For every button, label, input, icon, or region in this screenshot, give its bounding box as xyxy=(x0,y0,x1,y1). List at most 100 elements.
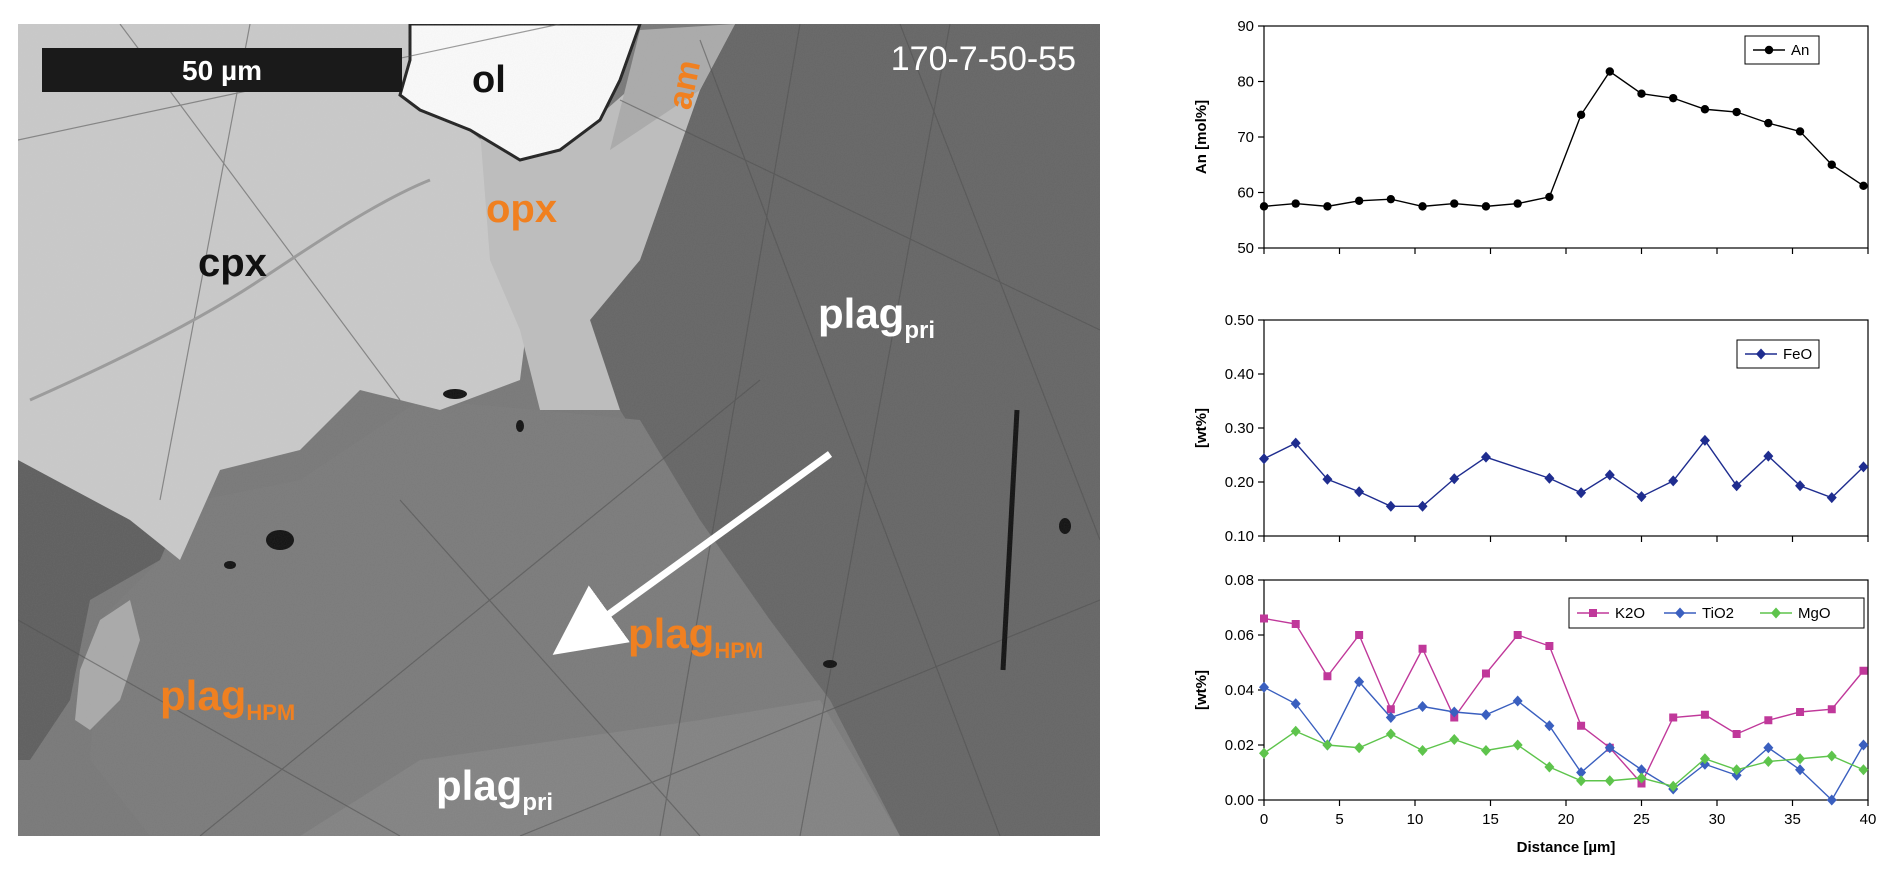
data-point-mgo xyxy=(1636,772,1647,784)
data-point-mgo xyxy=(1668,780,1679,792)
data-point-mgo xyxy=(1290,725,1301,737)
data-point-an xyxy=(1732,107,1741,117)
data-point-an xyxy=(1291,199,1300,208)
data-point-feo xyxy=(1636,491,1647,503)
data-point-tio2 xyxy=(1480,709,1491,721)
data-point-mgo xyxy=(1731,764,1742,776)
data-point-feo xyxy=(1604,469,1615,481)
micrograph-texture xyxy=(18,24,1100,836)
label-ol: ol xyxy=(472,59,506,101)
y-tick-label: 0.02 xyxy=(1225,737,1254,754)
data-point-k2o xyxy=(1545,642,1554,650)
data-point-feo xyxy=(1290,437,1301,449)
data-point-k2o xyxy=(1386,705,1395,714)
x-tick-label: 25 xyxy=(1633,811,1650,828)
data-point-feo xyxy=(1731,480,1742,492)
y-tick-label: 0.06 xyxy=(1225,627,1254,644)
data-point-tio2 xyxy=(1449,706,1460,718)
data-point-tio2 xyxy=(1259,681,1269,693)
data-point-mgo xyxy=(1417,745,1428,756)
data-point-mgo xyxy=(1576,775,1587,787)
scale-bar xyxy=(42,48,402,92)
data-point-mgo xyxy=(1449,734,1460,745)
series-line-mgo xyxy=(1263,730,1864,788)
data-point-feo xyxy=(1826,492,1837,504)
y-tick-label: 0.04 xyxy=(1225,682,1254,699)
data-point-tio2 xyxy=(1795,764,1806,776)
data-point-tio2 xyxy=(1604,742,1615,754)
data-point-feo xyxy=(1858,461,1869,473)
data-point-feo xyxy=(1763,450,1774,462)
data-point-feo xyxy=(1576,487,1587,499)
data-point-an xyxy=(1513,199,1522,208)
data-point-mgo xyxy=(1826,750,1837,762)
y-tick-label: 0.00 xyxy=(1225,792,1254,809)
legend-label-an: An xyxy=(1791,42,1809,59)
legend-marker xyxy=(1589,609,1597,617)
data-point-an xyxy=(1637,89,1646,98)
series-line-feo xyxy=(1263,439,1864,507)
data-point-tio2 xyxy=(1636,764,1647,776)
data-point-k2o xyxy=(1418,644,1427,653)
y-tick-label: 0.50 xyxy=(1225,312,1254,329)
y-tick-label: 90 xyxy=(1237,18,1254,35)
legend-marker xyxy=(1756,348,1766,360)
sample-id: 170-7-50-55 xyxy=(891,40,1076,78)
data-point-tio2 xyxy=(1290,698,1301,710)
data-point-an xyxy=(1700,105,1710,114)
data-point-mgo xyxy=(1512,739,1523,751)
y-tick-label: 70 xyxy=(1237,129,1254,146)
data-point-mgo xyxy=(1480,745,1491,756)
chart-an: 50 60 70 80 90 An [mol%] An xyxy=(1193,18,1869,257)
legend-label-mgo: MgO xyxy=(1798,605,1831,622)
data-point-feo xyxy=(1385,500,1396,512)
data-point-k2o xyxy=(1355,631,1364,639)
data-point-feo xyxy=(1480,451,1491,463)
y-tick-label: 80 xyxy=(1237,74,1254,91)
data-point-tio2 xyxy=(1512,695,1523,707)
series-line-tio2 xyxy=(1263,680,1865,802)
data-point-an xyxy=(1576,110,1586,120)
profile-arrow xyxy=(552,451,833,655)
legend-label-tio2: TiO2 xyxy=(1702,605,1734,622)
data-point-an xyxy=(1323,202,1332,211)
data-point-mgo xyxy=(1259,747,1269,759)
x-tick-label: 35 xyxy=(1784,811,1801,828)
bse-micrograph: 50 µm 170-7-50-55 ol am opx cpx plagpri … xyxy=(18,24,1100,836)
legend-marker xyxy=(1764,45,1774,55)
data-point-feo xyxy=(1668,475,1679,487)
scale-bar-label: 50 µm xyxy=(182,55,262,86)
y-tick-label: 0.08 xyxy=(1225,572,1254,589)
data-point-an xyxy=(1859,181,1868,191)
data-point-feo xyxy=(1322,473,1333,485)
data-point-k2o xyxy=(1859,666,1868,675)
data-point-tio2 xyxy=(1576,767,1587,778)
data-point-an xyxy=(1386,194,1396,204)
label-opx: opx xyxy=(486,187,557,231)
x-tick-label: 0 xyxy=(1260,811,1268,828)
data-point-mgo xyxy=(1354,742,1365,754)
label-plag-pri-lower: plagpri xyxy=(436,762,553,816)
data-point-k2o xyxy=(1260,614,1268,623)
data-point-tio2 xyxy=(1544,720,1555,732)
data-point-k2o xyxy=(1700,710,1709,719)
x-tick-label: 40 xyxy=(1860,811,1877,828)
chart-k2o-tio2-mgo: 0.00 0.02 0.04 0.06 0.08 0 5 10 15 20 25 30 35 40 [wt%… xyxy=(1193,572,1876,856)
data-point-an xyxy=(1259,202,1269,211)
y-tick-label: 0.20 xyxy=(1225,474,1254,491)
y-axis-label: [wt%] xyxy=(1193,408,1210,448)
data-point-feo xyxy=(1259,453,1269,465)
data-point-tio2 xyxy=(1417,701,1428,712)
data-point-feo xyxy=(1699,434,1710,446)
series-line-k2o xyxy=(1263,617,1865,785)
label-cpx: cpx xyxy=(198,241,267,285)
data-point-an xyxy=(1450,199,1459,208)
y-axis-label: [wt%] xyxy=(1193,670,1210,710)
data-point-feo xyxy=(1449,473,1460,485)
y-tick-label: 0.40 xyxy=(1225,366,1254,383)
data-point-mgo xyxy=(1795,753,1806,765)
data-point-tio2 xyxy=(1354,676,1365,688)
data-point-an xyxy=(1354,196,1364,206)
x-tick-label: 10 xyxy=(1407,811,1424,828)
legend-box xyxy=(1568,597,1865,629)
